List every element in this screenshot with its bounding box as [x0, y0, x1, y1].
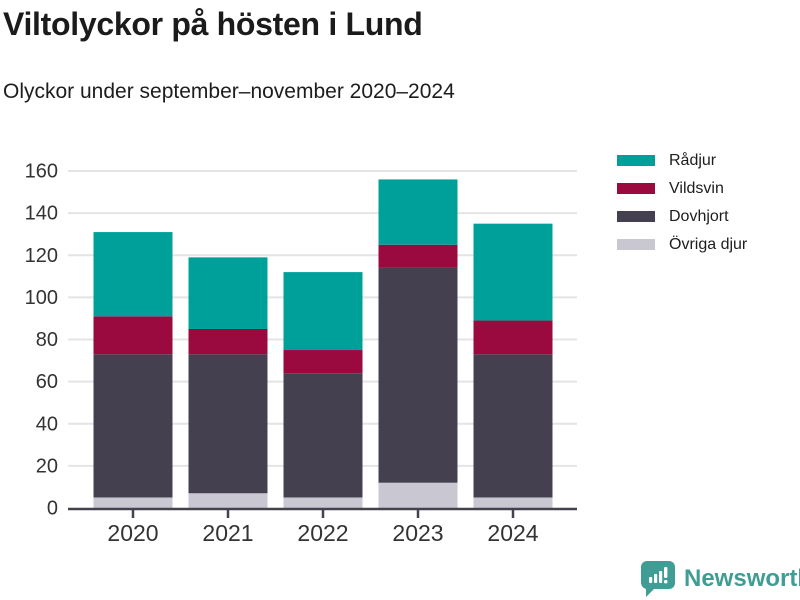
- legend-item-radjur: Rådjur: [617, 147, 797, 174]
- bar-segment-2024-0: [473, 223, 553, 321]
- legend-label: Rådjur: [669, 151, 717, 169]
- legend-swatch-vildsvin: [617, 183, 655, 194]
- brand-name: Newsworthy: [684, 564, 800, 592]
- x-tick-label: 2023: [392, 520, 443, 546]
- bar-segment-2021-3: [188, 493, 268, 508]
- y-tick-label: 80: [36, 329, 58, 351]
- bar-segment-2020-2: [93, 354, 173, 498]
- bar-segment-2020-3: [93, 497, 173, 508]
- page-subtitle: Olyckor under september–november 2020–20…: [3, 80, 455, 103]
- legend-swatch-dovhjort: [617, 211, 655, 222]
- legend-item-dovhjort: Dovhjort: [617, 203, 797, 230]
- legend-swatch-ovriga-djur: [617, 239, 655, 250]
- legend-label: Övriga djur: [669, 235, 748, 253]
- bar-segment-2021-1: [188, 328, 268, 355]
- stacked-bar-chart: 0 20 40 60 80 100 120 140 160 2020 2021 2022 2023 202…: [25, 161, 577, 546]
- x-tick-label: 2020: [107, 520, 158, 546]
- legend-label: Dovhjort: [669, 207, 729, 225]
- bar-segment-2020-0: [93, 232, 173, 317]
- bar-segment-2022-0: [283, 272, 363, 351]
- x-tick-label: 2022: [297, 520, 348, 546]
- bar-segment-2022-2: [283, 373, 363, 498]
- bar-segment-2023-2: [378, 267, 458, 483]
- newsworthy-logo-icon: [641, 561, 675, 597]
- bar-segment-2023-1: [378, 244, 458, 268]
- bar-segment-2021-0: [188, 257, 268, 329]
- y-tick-label: 140: [25, 203, 58, 225]
- y-tick-label: 60: [36, 371, 58, 393]
- bar-segment-2020-1: [93, 316, 173, 355]
- legend-swatch-radjur: [617, 155, 655, 166]
- bar-segment-2021-2: [188, 354, 268, 494]
- bar-segment-2024-1: [473, 320, 553, 355]
- bar-segment-2023-3: [378, 482, 458, 508]
- bar-segment-2023-0: [378, 179, 458, 245]
- y-tick-label: 40: [36, 413, 58, 435]
- bar-segment-2024-2: [473, 354, 553, 498]
- y-tick-label: 0: [47, 498, 58, 520]
- brand-footer: Newsworthy: [640, 560, 800, 597]
- page-title: Viltolyckor på hösten i Lund: [3, 6, 423, 42]
- y-tick-label: 120: [25, 245, 58, 267]
- legend-item-ovriga-djur: Övriga djur: [617, 231, 797, 258]
- x-tick-label: 2021: [202, 520, 253, 546]
- legend-label: Vildsvin: [669, 179, 724, 197]
- chart-legend: Rådjur Vildsvin Dovhjort Övriga djur: [617, 147, 797, 259]
- y-tick-label: 20: [36, 455, 58, 477]
- y-tick-label: 160: [25, 161, 58, 183]
- bar-segment-2022-1: [283, 350, 363, 374]
- x-tick-label: 2024: [487, 520, 538, 546]
- bar-segment-2024-3: [473, 497, 553, 508]
- legend-item-vildsvin: Vildsvin: [617, 175, 797, 202]
- y-tick-label: 100: [25, 287, 58, 309]
- bar-segment-2022-3: [283, 497, 363, 508]
